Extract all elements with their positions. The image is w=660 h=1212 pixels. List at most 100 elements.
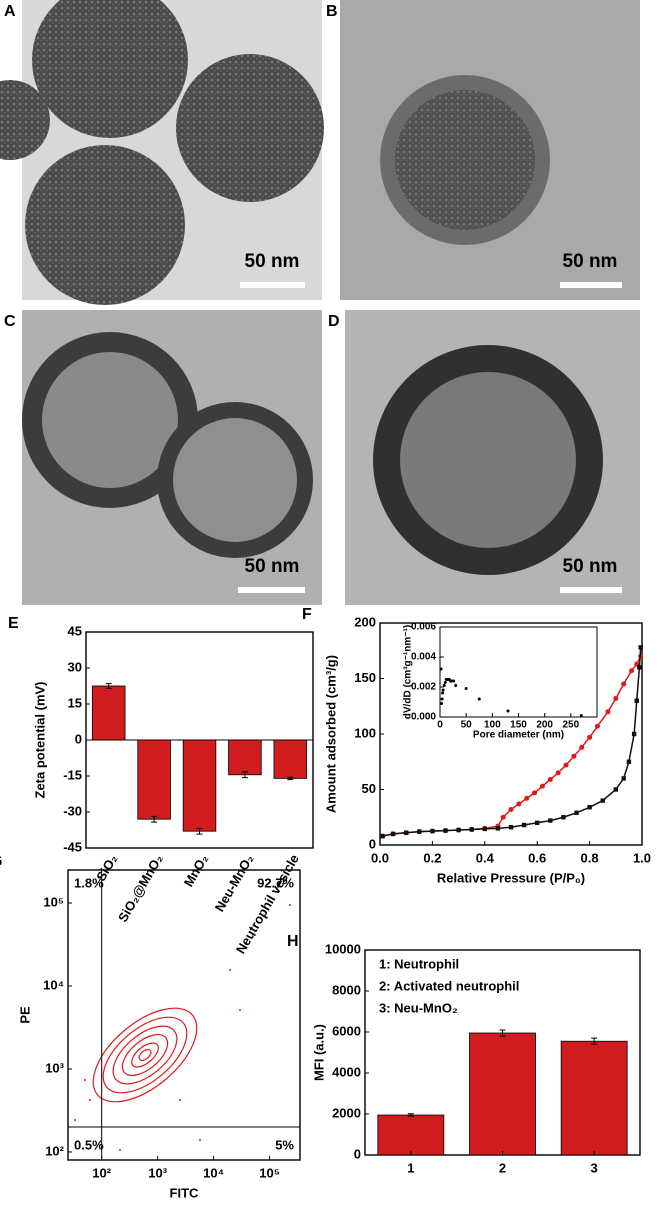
marker — [571, 753, 577, 759]
x-tick-label: 10⁴ — [203, 1165, 224, 1180]
scale-bar-label: 50 nm — [245, 556, 300, 577]
events — [74, 904, 291, 1151]
y-tick-label: 10² — [45, 1143, 64, 1158]
quadrant-label: 92.7% — [257, 875, 294, 890]
y-tick-label: 0.006 — [411, 622, 436, 633]
marker — [626, 759, 632, 764]
marker — [613, 787, 618, 792]
y-tick-label: 45 — [68, 623, 82, 638]
tem-image-a — [0, 0, 324, 305]
panel-label: F — [302, 606, 312, 623]
x-tick-label: 150 — [510, 720, 527, 731]
x-axis-label: Relative Pressure (P/P₀) — [437, 870, 585, 885]
y-tick-label: 10⁵ — [43, 894, 64, 909]
scale-bar-label: 50 nm — [245, 251, 300, 272]
y-tick-label: 0 — [354, 1146, 361, 1161]
marker — [613, 695, 619, 701]
bar — [377, 1114, 445, 1156]
y-tick-label: 0.004 — [411, 652, 436, 663]
marker — [600, 798, 605, 803]
inset-point — [443, 681, 447, 684]
x-tick-label: 3 — [591, 1160, 598, 1175]
bar — [182, 739, 217, 832]
inset-point — [454, 684, 458, 687]
plot-frame — [67, 869, 301, 1161]
marker — [521, 822, 527, 828]
x-tick-label: 10² — [92, 1165, 111, 1180]
marker — [587, 734, 593, 740]
x-tick-label: 1.0 — [633, 850, 651, 865]
x-tick-label: 0.6 — [528, 850, 546, 865]
inset-point — [506, 709, 510, 713]
marker — [548, 818, 553, 823]
marker — [579, 744, 585, 750]
bar — [228, 739, 262, 776]
y-tick-label: -30 — [63, 803, 82, 818]
marker — [631, 731, 637, 737]
y-tick-label: 200 — [354, 614, 376, 629]
y-tick-label: 150 — [354, 670, 376, 685]
y-tick-label: 0 — [75, 731, 82, 746]
marker — [561, 815, 566, 820]
marker — [532, 790, 538, 796]
panel-label: D — [328, 313, 340, 330]
marker — [594, 723, 600, 729]
error-bar — [499, 1029, 506, 1037]
marker — [535, 820, 540, 825]
y-tick-label: 15 — [68, 695, 82, 710]
marker — [443, 828, 448, 833]
error-bar — [196, 827, 203, 835]
tem-image-b — [340, 0, 640, 300]
plot-frame — [439, 626, 598, 718]
panel-label: G — [0, 853, 2, 870]
marker — [430, 828, 435, 834]
quadrant-label: 5% — [275, 1137, 294, 1152]
legend-text: 2: Activated neutrophil — [379, 978, 519, 993]
y-axis-label: dV/dD (cm³g⁻¹nm⁻¹) — [403, 625, 414, 719]
bar — [469, 1032, 536, 1156]
marker — [508, 806, 514, 812]
y-tick-label: 10³ — [45, 1060, 64, 1075]
y-tick-label: 8000 — [332, 982, 361, 997]
quadrant-label: 0.5% — [74, 1137, 104, 1152]
y-axis-label: Amount adsorbed (cm³/g) — [323, 655, 338, 813]
y-tick-label: 0.000 — [411, 712, 436, 723]
panel-label: A — [4, 3, 16, 20]
y-tick-label: 10⁴ — [43, 977, 64, 992]
inset-point — [452, 679, 456, 683]
panel-label: E — [8, 615, 19, 632]
tem-image-c — [22, 310, 322, 605]
inset-point — [439, 667, 443, 671]
scale-bar-label: 50 nm — [563, 251, 618, 272]
marker — [587, 805, 592, 810]
inset-point — [441, 691, 445, 695]
marker — [563, 762, 569, 768]
y-tick-label: 0 — [369, 836, 376, 851]
marker — [482, 826, 487, 832]
x-tick-label: 0.0 — [371, 850, 389, 865]
marker — [469, 827, 474, 832]
y-tick-label: 6000 — [332, 1023, 361, 1038]
marker — [637, 665, 642, 670]
y-axis-label: MFI (a.u.) — [311, 1024, 326, 1081]
marker — [404, 830, 409, 835]
bar — [91, 685, 126, 741]
x-tick-label: 0 — [437, 720, 443, 731]
x-tick-label: 200 — [536, 720, 553, 731]
marker — [634, 698, 639, 703]
marker — [417, 829, 422, 834]
x-tick-label: SiO₂@MnO₂ — [115, 852, 166, 925]
inset-point — [440, 697, 444, 701]
x-tick-label: Neu-MnO₂ — [212, 852, 257, 915]
marker — [574, 810, 579, 816]
x-tick-label: 0.8 — [581, 850, 599, 865]
x-tick-label: 1 — [407, 1160, 414, 1175]
tem-image-d — [345, 310, 640, 605]
error-bar — [591, 1037, 598, 1045]
inset-point — [464, 687, 468, 690]
error-bar — [151, 815, 158, 823]
x-tick-label: 0.4 — [476, 850, 495, 865]
marker — [516, 801, 522, 807]
y-axis-label: Zeta potential (mV) — [32, 681, 47, 798]
